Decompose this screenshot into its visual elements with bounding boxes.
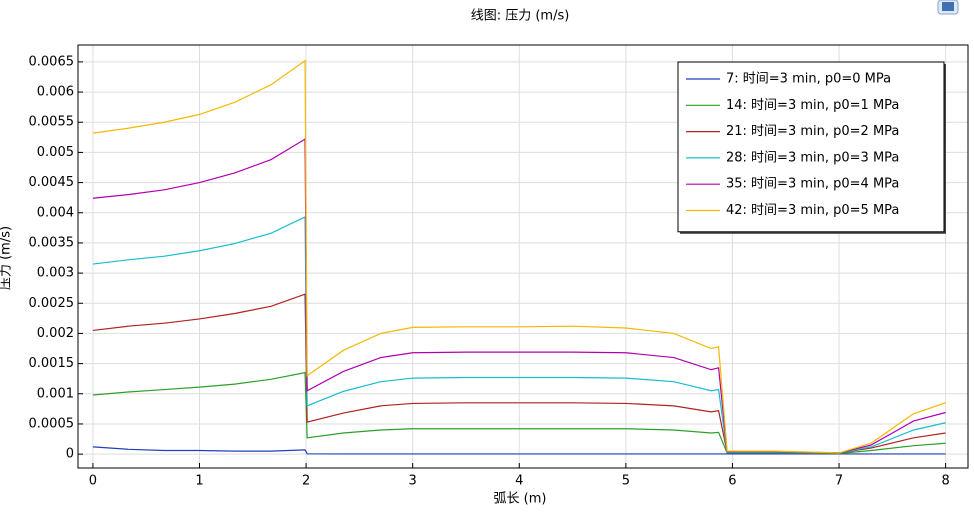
x-tick-label: 2 — [302, 474, 310, 489]
legend-label: 7: 时间=3 min, p0=0 MPa — [726, 72, 891, 87]
y-tick-label: 0.002 — [37, 326, 74, 341]
x-tick-label: 1 — [195, 474, 203, 489]
x-axis-label: 弧长 (m) — [494, 492, 547, 507]
legend-label: 14: 时间=3 min, p0=1 MPa — [726, 98, 899, 113]
x-tick-label: 5 — [622, 474, 630, 489]
legend-label: 28: 时间=3 min, p0=3 MPa — [726, 150, 899, 165]
legend-label: 35: 时间=3 min, p0=4 MPa — [726, 177, 899, 192]
y-tick-label: 0 — [66, 447, 74, 462]
y-tick-label: 0.006 — [37, 85, 74, 100]
toolbar-icon[interactable] — [937, 0, 959, 15]
y-tick-label: 0.0055 — [29, 115, 75, 130]
legend: 7: 时间=3 min, p0=0 MPa 14: 时间=3 min, p0=1 … — [677, 61, 946, 234]
chart-title: 线图: 压力 (m/s) — [471, 9, 570, 24]
y-tick-label: 0.0025 — [29, 296, 75, 311]
legend-label: 42: 时间=3 min, p0=5 MPa — [726, 203, 899, 218]
series-line — [92, 446, 946, 455]
y-tick-label: 0.0065 — [29, 54, 75, 69]
x-tick-label: 4 — [515, 474, 523, 489]
y-tick-label: 0.0045 — [29, 175, 75, 190]
x-tick-label: 3 — [409, 474, 417, 489]
series-line — [92, 371, 946, 455]
plot-frame — [77, 44, 969, 469]
y-tick-label: 0.0005 — [29, 416, 75, 431]
x-tick-label: 6 — [728, 474, 736, 489]
y-axis-label: 压力 (m/s) — [0, 226, 14, 290]
x-tick-label: 8 — [941, 474, 949, 489]
legend-box — [677, 61, 945, 233]
y-tick-label: 0.001 — [37, 386, 74, 401]
x-tick-label: 0 — [89, 474, 97, 489]
y-tick-label: 0.0015 — [29, 356, 75, 371]
y-tick-label: 0.004 — [37, 205, 74, 220]
x-tick-label: 7 — [835, 474, 843, 489]
series-line — [92, 59, 946, 454]
y-tick-label: 0.0035 — [29, 235, 75, 250]
y-tick-label: 0.005 — [37, 145, 74, 160]
y-tick-label: 0.003 — [37, 266, 74, 281]
legend-label: 21: 时间=3 min, p0=2 MPa — [726, 124, 899, 139]
